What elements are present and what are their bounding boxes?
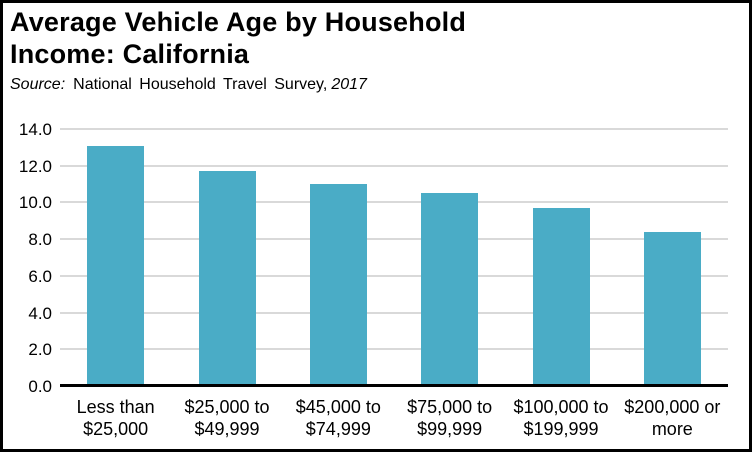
gridline (60, 201, 728, 204)
y-tick-label: 12.0 (18, 156, 52, 176)
x-category-label: $45,000 to $74,999 (295, 397, 381, 439)
gridline (60, 311, 728, 314)
y-tick-label: 14.0 (18, 120, 52, 139)
x-category-label: $200,000 or more (624, 397, 721, 439)
gridline (60, 238, 728, 241)
gridline (60, 274, 728, 277)
source-label: Source: (10, 76, 66, 93)
gridline (60, 128, 728, 130)
y-tick-label: 10.0 (18, 193, 52, 213)
x-category-label: $25,000 to $49,999 (184, 397, 270, 439)
bar (198, 171, 256, 386)
bar (309, 184, 367, 386)
y-tick-label: 0.0 (28, 377, 52, 396)
x-category-label: $75,000 to $99,999 (407, 397, 493, 439)
gridline (60, 348, 728, 351)
source-line: Source: National Household Travel Survey,… (10, 76, 367, 94)
y-tick-label: 2.0 (28, 340, 52, 360)
bar (643, 231, 701, 386)
y-tick-label: 4.0 (28, 303, 52, 323)
x-axis-line (60, 384, 728, 387)
source-year: 2017 (331, 76, 367, 93)
bar (532, 207, 590, 386)
gridline (60, 164, 728, 167)
chart-title: Average Vehicle Age by Household Income:… (10, 7, 467, 69)
bar (87, 145, 145, 386)
x-category-label: Less than $25,000 (76, 397, 155, 439)
plot-area (60, 128, 728, 387)
y-tick-label: 8.0 (28, 230, 52, 250)
source-text: National Household Travel Survey, (73, 76, 328, 93)
bar (421, 193, 479, 386)
x-category-label: $100,000 to $199,999 (513, 397, 609, 439)
y-tick-label: 6.0 (28, 266, 52, 286)
